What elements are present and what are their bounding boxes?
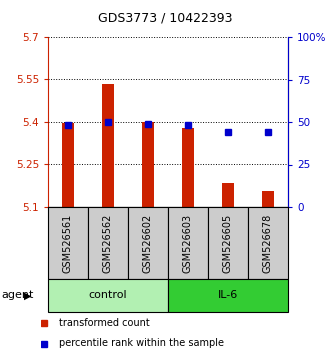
Bar: [62, 124, 74, 207]
Text: transformed count: transformed count: [59, 318, 149, 327]
Bar: [182, 128, 194, 207]
Bar: [168, 279, 288, 312]
Bar: [48, 207, 88, 279]
Text: ▶: ▶: [24, 291, 32, 301]
Bar: [248, 207, 288, 279]
Text: GSM526602: GSM526602: [143, 213, 153, 273]
Text: GSM526605: GSM526605: [223, 213, 233, 273]
Bar: [208, 207, 248, 279]
Bar: [261, 192, 274, 207]
Text: GSM526603: GSM526603: [183, 213, 193, 273]
Bar: [102, 84, 115, 207]
Text: control: control: [89, 291, 127, 301]
Text: percentile rank within the sample: percentile rank within the sample: [59, 338, 224, 348]
Text: GSM526678: GSM526678: [263, 213, 273, 273]
Bar: [168, 207, 208, 279]
Bar: [142, 122, 154, 207]
Text: agent: agent: [2, 291, 34, 301]
Text: IL-6: IL-6: [218, 291, 238, 301]
Text: GDS3773 / 10422393: GDS3773 / 10422393: [98, 12, 233, 25]
Text: GSM526562: GSM526562: [103, 213, 113, 273]
Bar: [221, 183, 234, 207]
Bar: [88, 207, 128, 279]
Bar: [128, 207, 168, 279]
Bar: [48, 279, 168, 312]
Text: GSM526561: GSM526561: [63, 213, 73, 273]
